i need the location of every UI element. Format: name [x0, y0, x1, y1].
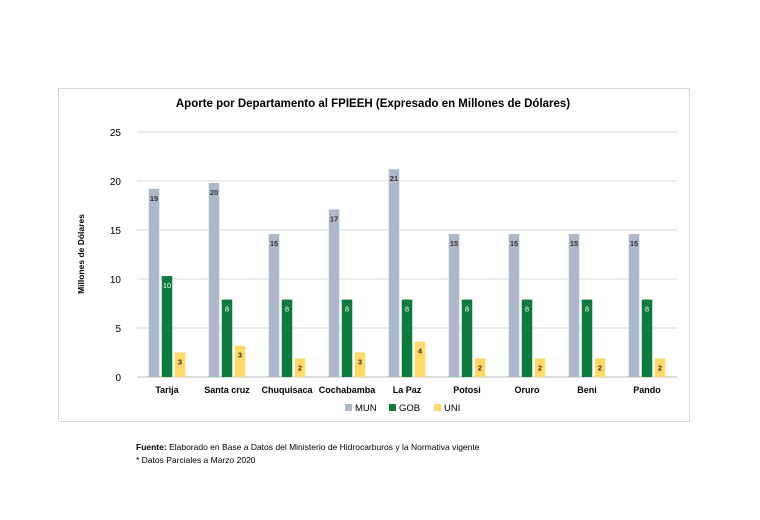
bar-uni	[234, 345, 246, 377]
bar-uni	[294, 358, 306, 377]
bar-uni	[354, 352, 366, 377]
legend-label-uni: UNI	[444, 403, 460, 414]
legend-label-gob: GOB	[399, 403, 420, 414]
y-axis-ticks: 0 5 10 15 20 25	[110, 128, 122, 384]
data-label-uni: 3	[358, 358, 362, 367]
bar-uni	[174, 352, 186, 377]
bar-gob	[401, 299, 413, 377]
bars	[148, 169, 666, 377]
y-tick-label: 10	[110, 275, 122, 286]
data-label-uni: 2	[538, 363, 542, 372]
y-tick-label: 15	[110, 226, 122, 237]
data-label-uni: 2	[298, 363, 302, 372]
data-labels: 19 10 3 20 8 3 15 8 2 17 8 3 21 8 4 15 8 2 15 8 2 15 8 2 15 8 2	[150, 174, 662, 372]
data-label-mun: 20	[210, 188, 218, 197]
data-label-gob: 8	[645, 305, 649, 314]
data-label-gob: 8	[225, 305, 229, 314]
data-label-uni: 3	[178, 358, 182, 367]
bar-mun	[268, 233, 280, 377]
data-label-uni: 3	[238, 351, 242, 360]
legend: MUN GOB UNI	[345, 403, 460, 414]
bar-mun	[508, 233, 520, 377]
x-axis-ticks: Tarija Santa cruz Chuquisaca Cochabamba La P…	[155, 385, 661, 395]
data-label-gob: 8	[525, 305, 529, 314]
data-label-mun: 21	[390, 174, 398, 183]
legend-label-mun: MUN	[355, 403, 377, 414]
data-label-gob: 8	[285, 305, 289, 314]
y-tick-label: 0	[115, 373, 121, 384]
bar-uni	[414, 341, 426, 377]
x-tick-label: Pando	[633, 385, 661, 395]
bar-uni	[654, 358, 666, 377]
data-label-gob: 8	[345, 305, 349, 314]
x-tick-label: Oruro	[514, 385, 540, 395]
bar-uni	[594, 358, 606, 377]
data-label-uni: 2	[658, 363, 662, 372]
bar-gob	[281, 299, 293, 377]
x-tick-label: Santa cruz	[204, 385, 250, 395]
bar-gob	[341, 299, 353, 377]
bar-mun	[388, 169, 400, 377]
data-label-uni: 2	[598, 363, 602, 372]
bar-mun	[568, 233, 580, 377]
bar-gob	[521, 299, 533, 377]
data-label-mun: 15	[630, 239, 638, 248]
y-tick-label: 5	[115, 324, 121, 335]
bar-gob	[221, 299, 233, 377]
x-tick-label: Chuquisaca	[261, 385, 313, 395]
data-label-mun: 19	[150, 194, 158, 203]
data-label-mun: 15	[510, 239, 518, 248]
y-axis-title: Millones de Dólares	[76, 214, 86, 294]
bar-mun	[208, 182, 220, 377]
bar-chart: Aporte por Departamento al FPIEEH (Expre…	[76, 98, 677, 414]
x-tick-label: La Paz	[393, 385, 422, 395]
legend-swatch-uni	[434, 404, 441, 411]
chart-frame: Aporte por Departamento al FPIEEH (Expre…	[58, 88, 690, 422]
x-tick-label: Potosi	[453, 385, 481, 395]
bar-uni	[534, 358, 546, 377]
x-tick-label: Tarija	[155, 385, 179, 395]
data-label-mun: 15	[450, 239, 458, 248]
bar-gob	[461, 299, 473, 377]
bar-mun	[148, 188, 160, 377]
bar-gob	[581, 299, 593, 377]
chart-title: Aporte por Departamento al FPIEEH (Expre…	[176, 98, 570, 110]
y-tick-label: 20	[110, 177, 122, 188]
data-label-uni: 2	[478, 363, 482, 372]
source-label: Fuente:	[136, 442, 167, 452]
data-label-uni: 4	[418, 347, 423, 356]
source-text: Elaborado en Base a Datos del Ministerio…	[166, 442, 480, 452]
bar-uni	[474, 358, 486, 377]
bar-mun	[448, 233, 460, 377]
data-label-gob: 10	[163, 281, 171, 290]
data-label-mun: 15	[570, 239, 578, 248]
bar-gob	[161, 276, 173, 377]
x-tick-label: Cochabamba	[319, 385, 377, 395]
bar-mun	[328, 209, 340, 377]
partial-data-footnote: * Datos Parciales a Marzo 2020	[136, 455, 256, 465]
legend-swatch-mun	[345, 404, 352, 411]
x-tick-label: Beni	[577, 385, 597, 395]
data-label-gob: 8	[585, 305, 589, 314]
data-label-mun: 17	[330, 214, 338, 223]
y-tick-label: 25	[110, 128, 122, 139]
data-label-gob: 8	[405, 305, 409, 314]
bar-gob	[641, 299, 653, 377]
legend-swatch-gob	[389, 404, 396, 411]
data-label-mun: 15	[270, 239, 278, 248]
source-footnote: Fuente: Elaborado en Base a Datos del Mi…	[136, 442, 479, 452]
bar-mun	[628, 233, 640, 377]
data-label-gob: 8	[465, 305, 469, 314]
